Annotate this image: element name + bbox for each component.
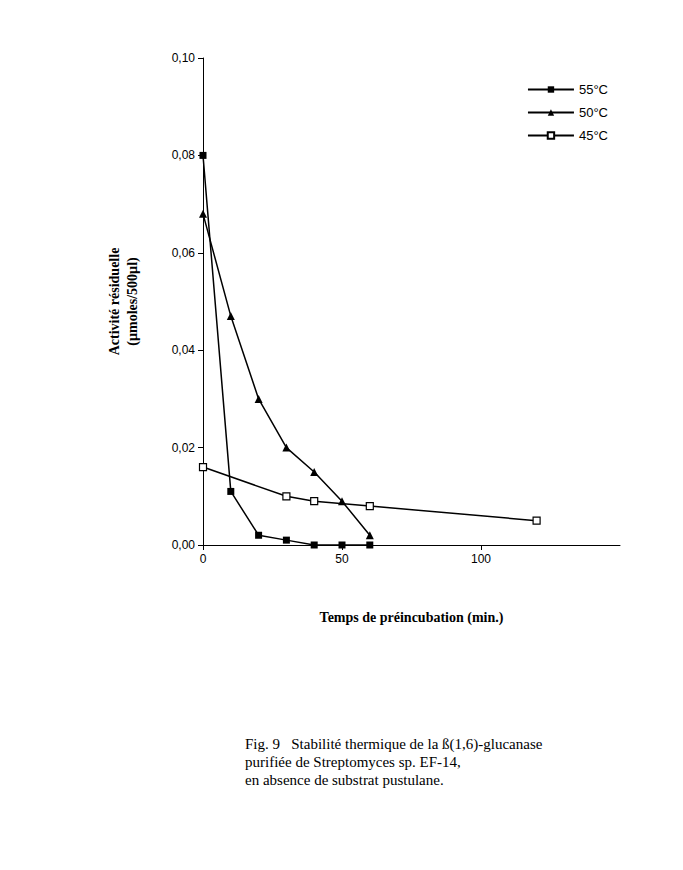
svg-text:55°C: 55°C [579,82,608,97]
svg-text:50: 50 [335,552,349,566]
svg-text:45°C: 45°C [579,128,608,143]
svg-text:0: 0 [200,552,207,566]
svg-text:0,00: 0,00 [172,538,196,552]
svg-text:0,04: 0,04 [172,343,196,357]
svg-text:Activité résiduelle: Activité résiduelle [107,248,122,356]
svg-text:100: 100 [471,552,491,566]
svg-text:50°C: 50°C [579,105,608,120]
svg-text:purifiée de Streptomyces sp. E: purifiée de Streptomyces sp. EF-14, [245,754,461,770]
svg-text:0,10: 0,10 [172,51,196,65]
svg-text:0,08: 0,08 [172,148,196,162]
svg-text:en absence de substrat pustula: en absence de substrat pustulane. [245,772,444,788]
svg-text:Fig. 9 Stabilité thermique d: Fig. 9 Stabilité thermique de la ß(1,6)-… [245,736,543,753]
svg-text:Temps de préincubation (min.): Temps de préincubation (min.) [320,610,504,626]
svg-text:0,06: 0,06 [172,246,196,260]
svg-text:(µmoles/500µl): (µmoles/500µl) [125,257,141,346]
svg-text:0,02: 0,02 [172,441,196,455]
